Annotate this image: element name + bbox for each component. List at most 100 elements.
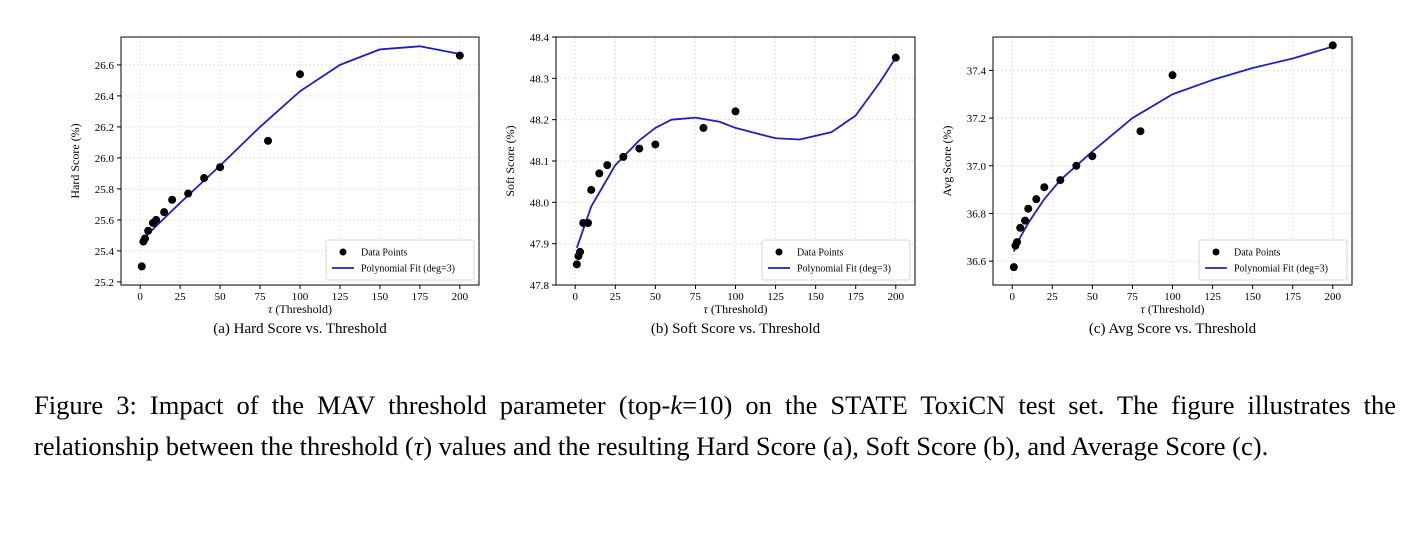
data-point [184,189,193,198]
x-tick-label: 100 [292,291,309,303]
data-point [699,123,708,132]
data-point [160,208,169,217]
y-tick-label: 37.0 [967,161,987,173]
data-point [264,136,273,145]
x-tick-label: 150 [1244,291,1261,303]
x-tick-label: 125 [767,291,784,303]
figure-charts: 0 25 50 75 100 125 150 175 200 25.2 25.4 25.6 25.8 26… [68,32,1353,337]
legend: Data Points Polynomial Fit (deg=3) [761,239,911,281]
x-tick-label: 175 [412,291,429,303]
x-tick-label: 200 [452,291,469,303]
x-tick-label: 0 [1009,291,1015,303]
data-point [891,53,900,62]
data-point [1009,263,1018,272]
data-point [1088,152,1097,161]
data-point [651,140,660,149]
chart-subcaption: (c) Avg Score vs. Threshold [1089,321,1257,337]
data-point [140,234,149,243]
caption-text: Figure 3: Impact of the MAV threshold pa… [34,390,671,420]
data-point [152,215,161,224]
y-tick-label: 48.1 [530,156,549,168]
y-tick-label: 26.4 [95,91,115,103]
data-point [1328,41,1337,50]
figure-caption: Figure 3: Impact of the MAV threshold pa… [34,385,1396,467]
data-point [1136,127,1145,136]
x-tick-label: 0 [137,291,143,303]
x-tick-label: 50 [1087,291,1099,303]
y-axis-label: Soft Score (%) [503,125,517,196]
data-point [595,169,604,178]
data-point [1056,176,1065,185]
y-tick-label: 48.0 [530,197,550,209]
data-point [137,262,146,271]
data-point [635,144,644,153]
legend-box [761,239,911,281]
x-axis-label: τ (Threshold) [704,302,768,316]
y-tick-label: 36.8 [967,208,987,220]
legend-box [1198,239,1348,281]
caption-math-symbol: k [670,390,683,420]
data-point [200,174,209,183]
x-tick-label: 75 [690,291,702,303]
chart-subcaption: (b) Soft Score vs. Threshold [651,321,821,337]
y-tick-label: 37.2 [967,113,986,125]
x-tick-label: 50 [650,291,662,303]
x-tick-label: 175 [847,291,864,303]
y-tick-label: 48.4 [530,32,550,44]
x-tick-label: 125 [332,291,349,303]
chart-subcaption: (a) Hard Score vs. Threshold [213,321,387,337]
data-point [1013,238,1022,247]
data-point [296,70,304,79]
y-tick-label: 47.8 [530,280,550,292]
legend: Data Points Polynomial Fit (deg=3) [325,239,475,281]
y-tick-label: 26.6 [95,60,115,72]
legend-label: Polynomial Fit (deg=3) [797,264,891,275]
y-tick-label: 48.3 [530,73,550,85]
x-tick-label: 50 [215,291,227,303]
fit-line [575,57,897,249]
data-point [1040,183,1049,192]
y-tick-label: 25.2 [95,277,114,289]
legend-box [325,239,475,281]
y-tick-label: 48.2 [530,115,549,127]
y-tick-label: 37.4 [967,65,987,77]
fit-line [141,45,460,241]
x-tick-label: 200 [888,291,905,303]
data-point [1168,71,1177,80]
legend-label: Data Points [797,248,843,259]
data-point [619,152,628,161]
data-point [731,107,740,116]
y-tick-label: 25.6 [95,215,115,227]
data-point [455,51,464,60]
x-tick-label: 25 [175,291,187,303]
x-tick-label: 150 [807,291,824,303]
data-point [587,185,596,194]
legend-marker [339,248,347,256]
data-point [168,195,177,204]
data-point [1072,161,1081,170]
x-tick-label: 0 [572,291,578,303]
x-tick-label: 175 [1284,291,1301,303]
y-axis-label: Hard Score (%) [68,123,82,198]
x-tick-label: 75 [1127,291,1139,303]
x-tick-label: 25 [610,291,622,303]
x-tick-label: 125 [1204,291,1221,303]
x-tick-label: 200 [1325,291,1342,303]
y-tick-label: 25.4 [95,246,115,258]
chart-panel-1: 0 25 50 75 100 125 150 175 200 25.2 25.4 25.6 25.8 26… [68,36,480,337]
caption-text: =10) on the STATE ToxiCN test set. The f… [34,390,1397,461]
chart-panel-3: 0 25 50 75 100 125 150 175 200 36.6 36.8 37.0 37.2 37… [940,36,1353,337]
caption-math-symbol: τ [413,431,424,461]
data-point [1032,195,1041,204]
fit-line [1013,45,1334,252]
legend-marker [1212,248,1220,256]
x-axis-label: τ (Threshold) [268,302,332,316]
chart-panel-2: 0 25 50 75 100 125 150 175 200 47.8 47.9 48.0 48.1 48… [503,32,916,337]
x-tick-label: 100 [1164,291,1181,303]
data-point [572,260,581,269]
data-point [603,161,612,170]
legend-label: Polynomial Fit (deg=3) [1234,264,1328,275]
y-tick-label: 47.9 [530,239,550,251]
data-point [576,247,585,256]
y-tick-label: 25.8 [95,184,115,196]
